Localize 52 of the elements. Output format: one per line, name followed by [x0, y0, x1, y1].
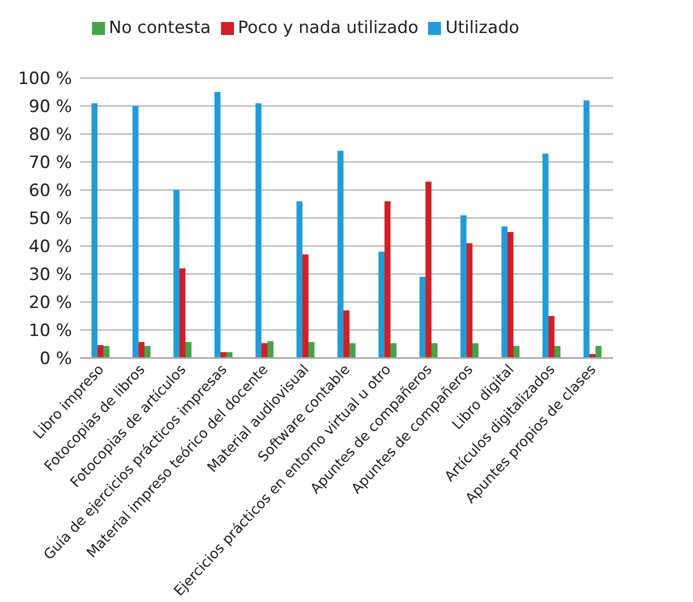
y-tick-label: 40 %	[28, 237, 72, 258]
y-tick-label: 90 %	[28, 97, 72, 118]
bar	[548, 316, 554, 358]
bar	[507, 232, 514, 358]
bar	[554, 346, 560, 358]
bar	[466, 243, 472, 358]
bar	[384, 201, 390, 358]
bar	[226, 352, 232, 358]
bar	[390, 343, 396, 358]
legend-label: Poco y nada utilizado	[238, 18, 418, 38]
bar	[425, 182, 432, 358]
legend-label: No contesta	[108, 18, 211, 38]
y-tick-label: 60 %	[28, 181, 72, 202]
bar	[419, 276, 426, 358]
bar	[349, 343, 356, 358]
bar	[343, 310, 350, 358]
bar	[267, 341, 274, 358]
legend-label: Utilizado	[445, 18, 520, 38]
bar	[91, 103, 98, 358]
bar	[583, 100, 590, 358]
y-tick-label: 70 %	[28, 153, 72, 174]
y-tick-label: 20 %	[28, 293, 72, 314]
bar	[132, 106, 138, 358]
y-tick-label: 80 %	[28, 125, 72, 146]
y-tick-label: 0 %	[40, 349, 72, 370]
bar	[302, 254, 308, 358]
bar	[431, 343, 438, 358]
bar	[144, 346, 150, 358]
y-tick-label: 100 %	[18, 69, 72, 90]
bar	[378, 252, 384, 358]
bar	[296, 201, 302, 358]
bar	[472, 343, 478, 358]
y-tick-label: 30 %	[28, 265, 72, 286]
bar	[501, 226, 508, 358]
bar	[103, 346, 110, 358]
y-tick-label: 10 %	[28, 321, 72, 342]
bar	[220, 352, 226, 358]
bar	[179, 268, 186, 358]
bar	[255, 103, 262, 358]
bar	[308, 342, 314, 358]
bar	[173, 190, 180, 358]
bar	[97, 345, 104, 358]
bar	[185, 342, 192, 358]
bar	[460, 215, 466, 358]
bar	[214, 92, 220, 358]
bar	[542, 154, 548, 358]
bar	[138, 342, 144, 358]
y-tick-label: 50 %	[28, 209, 72, 230]
bar	[513, 346, 520, 358]
bar	[337, 150, 344, 358]
bar	[261, 343, 268, 358]
bar	[595, 346, 602, 358]
